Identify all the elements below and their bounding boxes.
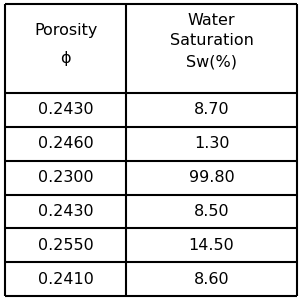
Text: Saturation: Saturation bbox=[170, 33, 253, 48]
Text: Sw(%): Sw(%) bbox=[186, 54, 237, 69]
Text: 8.70: 8.70 bbox=[194, 102, 229, 117]
Text: 14.50: 14.50 bbox=[189, 238, 234, 253]
Text: Porosity: Porosity bbox=[34, 23, 97, 38]
Text: ϕ: ϕ bbox=[60, 51, 71, 66]
Text: 0.2300: 0.2300 bbox=[38, 170, 93, 185]
Text: 1.30: 1.30 bbox=[194, 136, 229, 151]
Text: 0.2410: 0.2410 bbox=[38, 272, 94, 287]
Text: 0.2430: 0.2430 bbox=[38, 102, 93, 117]
Text: 8.50: 8.50 bbox=[194, 204, 229, 219]
Text: 0.2550: 0.2550 bbox=[38, 238, 94, 253]
Text: 0.2430: 0.2430 bbox=[38, 204, 93, 219]
Text: Water: Water bbox=[188, 13, 235, 28]
Text: 8.60: 8.60 bbox=[194, 272, 229, 287]
Text: 99.80: 99.80 bbox=[189, 170, 234, 185]
Text: 0.2460: 0.2460 bbox=[38, 136, 94, 151]
